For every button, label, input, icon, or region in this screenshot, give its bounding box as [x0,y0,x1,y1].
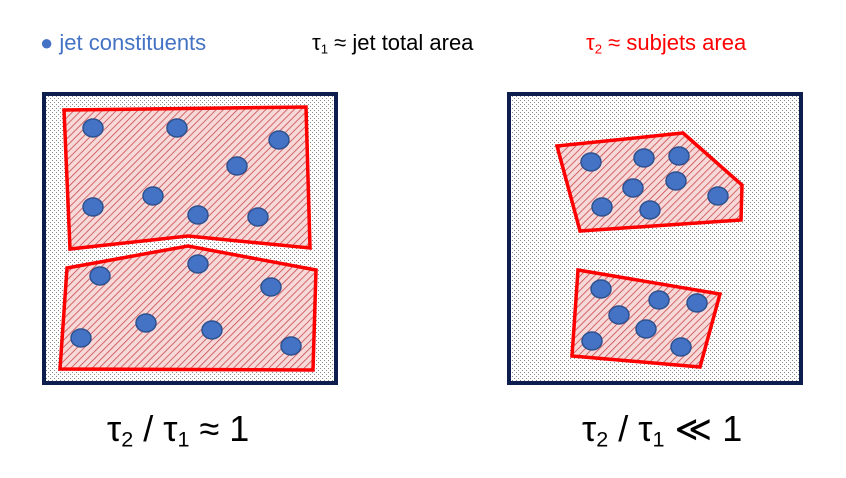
constituent-dot [591,197,613,217]
constituent-dot [686,293,708,313]
caption-right-ratio: τ2 / τ1 ≪ 1 [582,408,742,452]
constituents-left [70,118,302,356]
caption-right-tau2: τ [582,408,597,449]
caption-left-tau1: / τ [133,408,178,449]
constituent-dot [135,313,157,333]
tau1-symbol: τ [312,30,321,55]
constituent-dot [668,146,690,166]
constituent-dot [201,320,223,340]
constituent-dot [280,336,302,356]
constituent-dot [82,118,104,138]
constituent-dot [608,305,630,325]
tau2-description: ≈ subjets area [602,30,747,55]
constituent-dot [226,156,248,176]
jet-left [42,92,338,385]
tau2-subscript: 2 [594,41,603,57]
legend-jet-constituents: ● jet constituents [40,30,206,56]
constituent-dot [70,328,92,348]
jet-right [507,92,803,385]
caption-left-ratio: τ2 / τ1 ≈ 1 [107,408,249,452]
caption-left-relation: ≈ 1 [189,408,250,449]
constituent-dot [82,197,104,217]
tau1-description: ≈ jet total area [328,30,474,55]
caption-right-tau1: / τ [608,408,653,449]
constituent-dot [260,277,282,297]
constituent-dot [187,254,209,274]
constituent-dot [187,205,209,225]
constituent-dot [247,207,269,227]
constituent-dot [635,319,657,339]
constituent-dot [166,118,188,138]
legend-tau1: τ1 ≈ jet total area [312,30,473,56]
constituent-dot-icon: ● [40,30,54,55]
constituent-dot [142,186,164,206]
constituent-dot [89,266,111,286]
constituent-dot [707,186,729,206]
caption-left-tau2: τ [107,408,122,449]
constituent-dot [639,200,661,220]
constituent-dot [670,337,692,357]
constituent-dot [622,178,644,198]
caption-left-tau1-sub: 1 [177,426,190,452]
constituent-dot [648,290,670,310]
tau2-symbol: τ [586,30,595,55]
constituent-dot [580,152,602,172]
legend-constituents-label: jet constituents [59,30,207,55]
subjet-left-bottom [58,244,318,372]
tau1-subscript: 1 [320,41,329,57]
constituents-right [580,146,729,357]
constituent-dot [665,171,687,191]
constituent-dot [581,331,603,351]
caption-left-tau2-sub: 2 [121,426,134,452]
constituent-dot [268,130,290,150]
constituent-dot [633,148,655,168]
caption-right-tau2-sub: 2 [596,426,609,452]
legend-tau2: τ2 ≈ subjets area [586,30,746,56]
constituent-dot [590,279,612,299]
caption-right-relation: ≪ 1 [664,408,743,449]
caption-right-tau1-sub: 1 [652,426,665,452]
